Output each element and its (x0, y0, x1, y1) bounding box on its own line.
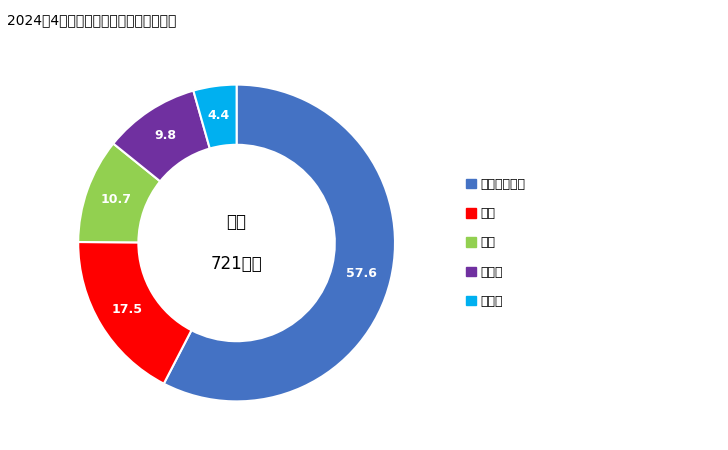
Wedge shape (164, 85, 395, 401)
Wedge shape (78, 242, 191, 384)
Wedge shape (78, 144, 160, 243)
Wedge shape (114, 90, 210, 181)
Wedge shape (194, 85, 237, 148)
Text: 2024年4月の輸入相手国のシェア（％）: 2024年4月の輸入相手国のシェア（％） (7, 14, 177, 27)
Text: 57.6: 57.6 (346, 267, 376, 280)
Legend: インドネシア, 韓国, タイ, トルコ, その他: インドネシア, 韓国, タイ, トルコ, その他 (461, 173, 531, 313)
Text: 17.5: 17.5 (111, 303, 142, 316)
Text: 4.4: 4.4 (207, 109, 230, 122)
Text: 721万円: 721万円 (210, 255, 263, 273)
Text: 総額: 総額 (226, 213, 247, 231)
Text: 10.7: 10.7 (100, 194, 131, 207)
Text: 9.8: 9.8 (155, 130, 177, 143)
